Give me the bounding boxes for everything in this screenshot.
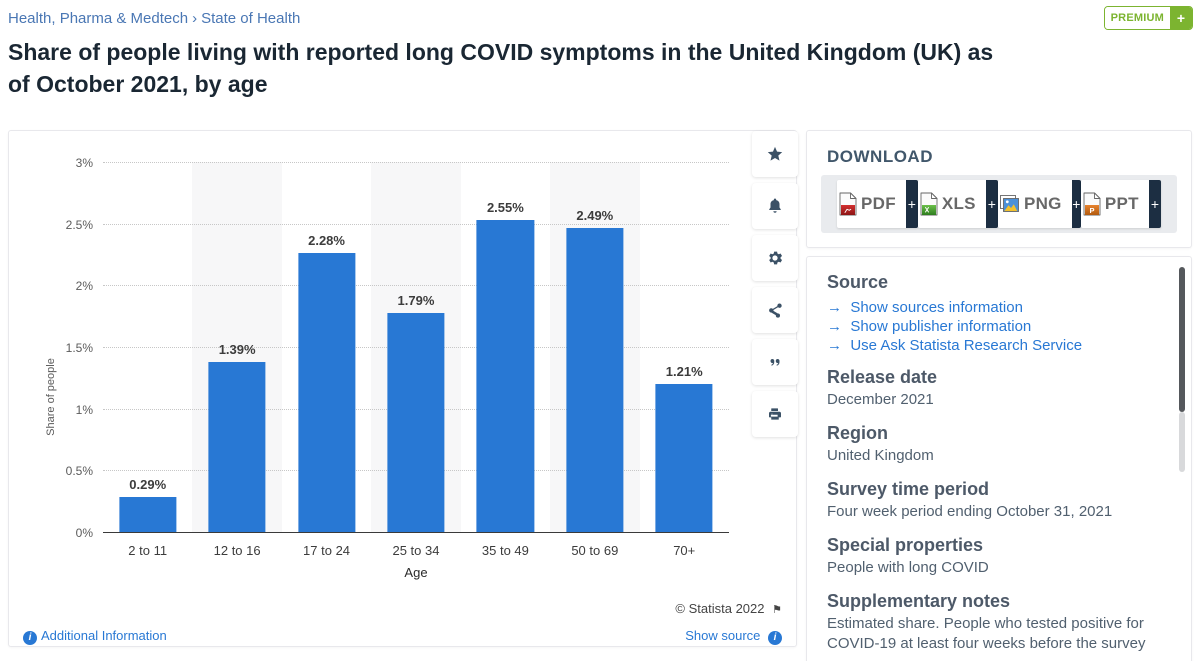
svg-text:P: P — [1089, 206, 1094, 215]
